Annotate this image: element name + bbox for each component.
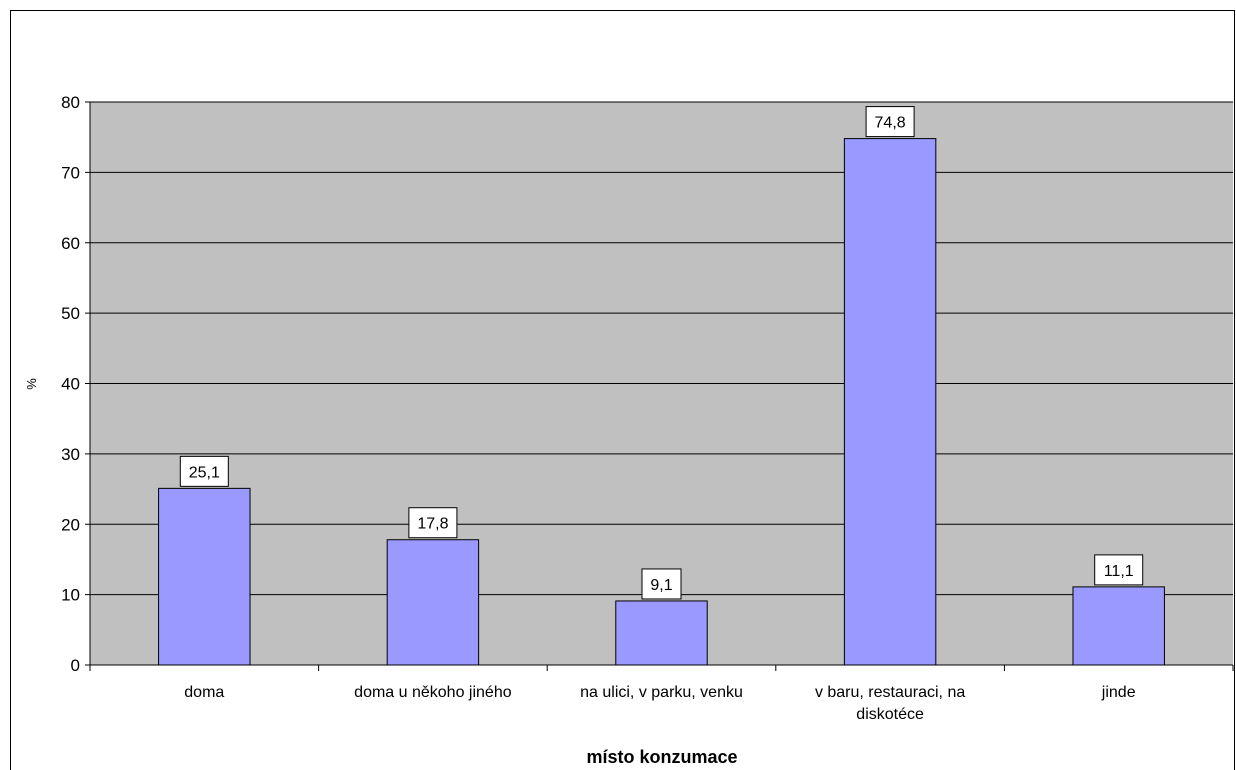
data-label-box bbox=[1094, 554, 1144, 586]
data-labels: 25,1 17,8 9,1 74,8 11,1 bbox=[179, 106, 1144, 600]
x-axis-title: místo konzumace bbox=[586, 747, 737, 767]
gridlines bbox=[90, 101, 1233, 596]
data-label-box bbox=[408, 507, 458, 539]
x-tick-label: v baru, restauraci, na bbox=[815, 684, 965, 701]
y-tick-label: 50 bbox=[61, 304, 80, 323]
x-tick-label: doma bbox=[184, 684, 224, 701]
data-label-box bbox=[865, 106, 915, 138]
x-tick-label: diskotéce bbox=[856, 706, 924, 723]
x-tick-label: na ulici, v parku, venku bbox=[580, 684, 743, 701]
data-label: 25,1 bbox=[189, 464, 220, 481]
y-tick-label: 60 bbox=[61, 234, 80, 253]
bar bbox=[615, 600, 708, 666]
y-tick-label: 20 bbox=[61, 515, 80, 534]
data-label: 17,8 bbox=[417, 516, 448, 533]
tick-labels: 0 10 20 30 40 50 60 70 80 doma doma u někoho jinéh… bbox=[61, 93, 1136, 723]
data-label-box bbox=[179, 455, 229, 487]
y-axis-title: % bbox=[24, 378, 39, 390]
bar bbox=[158, 487, 251, 666]
y-tick-label: 0 bbox=[71, 656, 80, 675]
y-tick-label: 70 bbox=[61, 163, 80, 182]
x-tick-label: jinde bbox=[1101, 684, 1136, 701]
bar bbox=[1072, 586, 1165, 666]
y-tick-label: 80 bbox=[61, 93, 80, 112]
data-label: 9,1 bbox=[650, 577, 672, 594]
bar bbox=[386, 539, 480, 666]
data-label: 11,1 bbox=[1104, 563, 1134, 580]
bar bbox=[843, 138, 937, 666]
x-tick-label: doma u někoho jiného bbox=[354, 684, 512, 701]
y-tick-label: 40 bbox=[61, 375, 80, 394]
bars bbox=[158, 138, 1165, 666]
y-tick-label: 10 bbox=[61, 586, 80, 605]
y-tick-label: 30 bbox=[61, 445, 80, 464]
data-label: 74,8 bbox=[875, 115, 906, 132]
data-label-box bbox=[641, 568, 682, 600]
